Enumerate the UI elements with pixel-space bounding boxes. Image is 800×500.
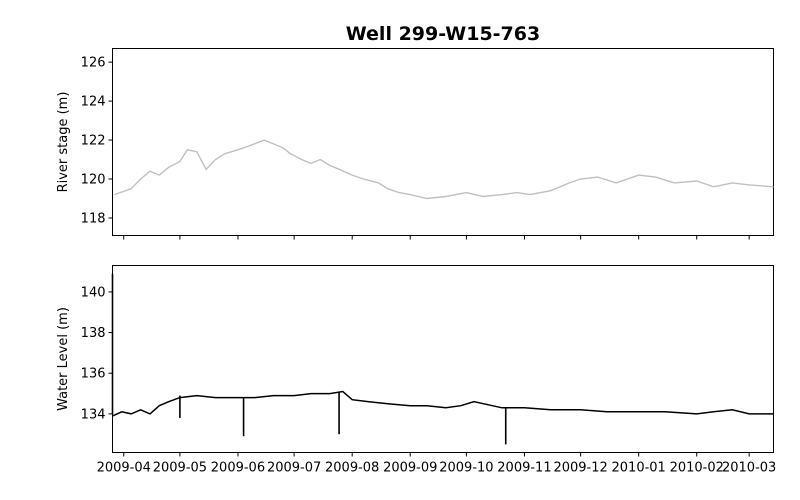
y-tick-label: 140 <box>81 285 106 300</box>
x-tick-label: 2009-08 <box>325 461 379 476</box>
series-line <box>114 139 774 200</box>
water-level-series <box>111 273 774 445</box>
y-tick-label: 138 <box>81 326 106 341</box>
water-level-y-label: Water Level (m) <box>56 307 71 411</box>
x-tick-label: 2009-05 <box>153 461 207 476</box>
water-level-plot-frame <box>112 265 774 453</box>
y-tick-label: 134 <box>81 407 106 422</box>
river-stage-y-ticks: 118 120 122 124 126 <box>81 56 113 226</box>
y-tick-label: 122 <box>81 134 106 149</box>
y-tick-label: 124 <box>81 95 106 110</box>
x-tick-label: 2009-07 <box>267 461 321 476</box>
river-stage-y-label: River stage (m) <box>56 92 71 193</box>
series-line <box>112 390 774 417</box>
river-stage-plot-frame <box>112 48 774 236</box>
x-tick-label: 2009-06 <box>211 461 265 476</box>
x-tick-label: 2010-03 <box>722 461 776 476</box>
x-tick-label: 2009-11 <box>497 461 551 476</box>
y-tick-label: 120 <box>81 173 106 188</box>
x-tick-label: 2009-09 <box>383 461 437 476</box>
x-tick-label: 2010-01 <box>612 461 666 476</box>
y-tick-label: 136 <box>81 367 106 382</box>
figure-title: Well 299-W15-763 <box>346 23 540 45</box>
water-level-y-ticks: 134 136 138 140 <box>81 285 113 422</box>
x-tick-label: 2009-10 <box>439 461 493 476</box>
river-stage-series <box>114 139 774 200</box>
x-tick-label: 2009-12 <box>553 461 607 476</box>
river-stage-axes: 118 120 122 124 126 River stage (m) <box>56 48 774 240</box>
x-tick-label: 2009-04 <box>97 461 151 476</box>
y-tick-label: 126 <box>81 56 106 71</box>
y-tick-label: 118 <box>81 211 106 226</box>
river-stage-x-ticks <box>123 235 750 240</box>
x-tick-label: 2010-02 <box>670 461 724 476</box>
water-level-x-ticks: 2009-04 2009-05 2009-06 2009-07 2009-08 2009-… <box>97 452 776 476</box>
